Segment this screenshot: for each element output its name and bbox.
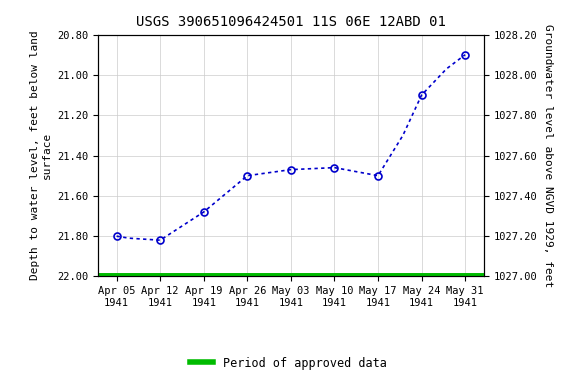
- Legend: Period of approved data: Period of approved data: [185, 352, 391, 374]
- Y-axis label: Depth to water level, feet below land
surface: Depth to water level, feet below land su…: [30, 31, 51, 280]
- Y-axis label: Groundwater level above NGVD 1929, feet: Groundwater level above NGVD 1929, feet: [543, 24, 553, 287]
- Title: USGS 390651096424501 11S 06E 12ABD 01: USGS 390651096424501 11S 06E 12ABD 01: [136, 15, 446, 29]
